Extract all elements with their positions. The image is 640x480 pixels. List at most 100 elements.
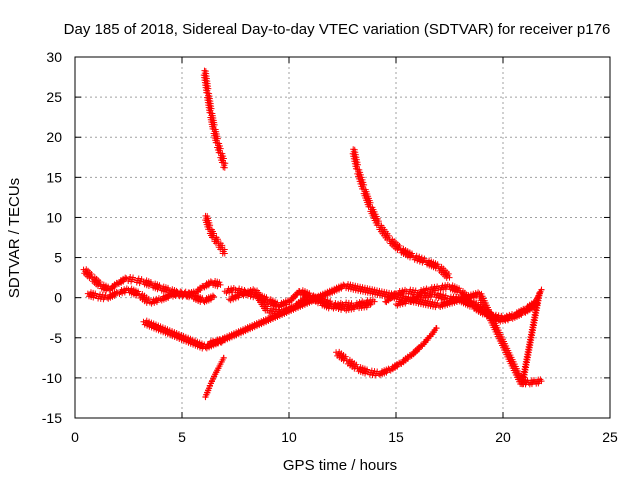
y-tick-label: 15 xyxy=(46,169,62,185)
data-point-band-late xyxy=(456,285,463,292)
data-point-band-early-lower xyxy=(183,293,190,300)
data-point-arc-low-6h xyxy=(216,362,223,369)
data-point-arc-low-13h xyxy=(383,369,390,376)
data-point-band-early xyxy=(103,287,110,294)
data-point-arc-low-13h xyxy=(364,366,371,373)
data-point-band-late-lower xyxy=(494,314,501,321)
plot-frame xyxy=(74,56,611,419)
data-point-band-mid-lower xyxy=(248,290,255,297)
data-point-arc-high-13h xyxy=(446,274,453,281)
data-point-band-early xyxy=(214,283,221,290)
data-point-band-mid xyxy=(293,291,300,298)
data-point-band-mid-lower xyxy=(245,291,252,298)
data-point-band-late-lower xyxy=(504,317,511,324)
data-point-arc-low-13h xyxy=(353,361,360,368)
data-point-band-early xyxy=(125,277,132,284)
data-point-band-mid-lower xyxy=(235,294,242,301)
data-point-band-early xyxy=(156,282,163,289)
data-point-band-late-lower xyxy=(402,300,409,307)
y-axis-ticks: -15 -10 -5 0 5 10 15 20 25 30 xyxy=(42,49,610,426)
y-tick-label: -15 xyxy=(42,410,62,426)
data-point-band-late-lower xyxy=(394,302,401,309)
y-tick-label: 10 xyxy=(46,209,62,225)
x-tick-label: 15 xyxy=(388,429,404,445)
data-point-arc-high-13h xyxy=(416,258,423,265)
data-point-arc-low-6h xyxy=(204,387,211,394)
data-point-arc-high-13h xyxy=(408,250,415,257)
data-point-band-early xyxy=(105,283,112,290)
data-point-band-late-lower xyxy=(466,303,473,310)
data-point-band-late xyxy=(454,289,461,296)
data-point-band-mid-lower xyxy=(338,306,345,313)
data-point-band-early-lower xyxy=(209,292,216,299)
data-point-band-mid-lower xyxy=(232,295,239,302)
data-point-band-early xyxy=(120,278,127,285)
data-point-band-early-lower xyxy=(116,291,123,298)
y-tick-label: -5 xyxy=(50,330,63,346)
data-point-band-early-lower xyxy=(165,295,172,302)
data-point-arc-low-6h xyxy=(209,377,216,384)
data-point-band-early-lower xyxy=(153,299,160,306)
data-point-arc-mid-6h xyxy=(221,250,228,257)
y-tick-label: 5 xyxy=(54,250,62,266)
data-point-arc-high-13h xyxy=(445,270,452,277)
data-point-cluster-21h xyxy=(528,381,535,388)
data-point-band-early xyxy=(216,279,223,286)
data-point-band-early xyxy=(122,274,129,281)
data-point-band-early-lower xyxy=(186,294,193,301)
data-point-band-early xyxy=(88,271,95,278)
y-tick-label: 25 xyxy=(46,89,62,105)
data-point-arc-high-13h xyxy=(414,257,421,264)
chart-title: Day 185 of 2018, Sidereal Day-to-day VTE… xyxy=(64,21,611,38)
data-point-band-early-lower xyxy=(169,293,176,300)
data-point-band-mid-lower xyxy=(325,302,332,309)
data-point-arc-low-13h xyxy=(433,325,440,332)
data-point-band-early-lower xyxy=(148,300,155,307)
data-point-arc-low-13h xyxy=(424,337,431,344)
data-point-band-early xyxy=(136,280,143,287)
y-tick-label: 0 xyxy=(54,290,62,306)
data-point-band-mid-lower xyxy=(330,304,337,311)
data-point-band-early-lower xyxy=(151,299,158,306)
data-point-band-early xyxy=(111,283,118,290)
y-tick-label: 20 xyxy=(46,129,62,145)
data-point-band-mid-lower xyxy=(240,292,247,299)
data-point-band-mid-lower xyxy=(320,300,327,307)
x-tick-label: 25 xyxy=(602,429,618,445)
data-point-arc-low-6h xyxy=(218,358,225,365)
data-point-arc-high-13h xyxy=(386,232,393,239)
data-point-band-mid-lower xyxy=(230,296,237,303)
data-point-band-late-lower xyxy=(433,294,440,301)
data-point-band-mid-lower xyxy=(363,304,370,311)
data-point-band-early-lower xyxy=(172,293,179,300)
data-point-band-early xyxy=(133,279,140,286)
data-point-band-early xyxy=(128,278,135,285)
data-point-band-early-lower xyxy=(133,292,140,299)
data-point-band-early-lower xyxy=(111,292,118,299)
data-point-band-mid xyxy=(282,301,289,308)
data-point-band-late xyxy=(442,285,449,292)
data-point-arc-low-13h xyxy=(404,356,411,363)
data-point-arc-low-6h xyxy=(220,354,227,361)
data-point-arc-high-13h xyxy=(432,265,439,272)
data-point-band-early-lower xyxy=(135,288,142,295)
data-point-arc-low-13h xyxy=(362,370,369,377)
x-axis-label: GPS time / hours xyxy=(283,457,397,474)
y-tick-label: -10 xyxy=(42,370,62,386)
data-point-band-early xyxy=(147,279,154,286)
data-point-arc-low-13h xyxy=(431,329,438,336)
data-point-band-late-lower xyxy=(435,295,442,302)
data-point-band-late-lower xyxy=(468,299,475,306)
data-point-band-early xyxy=(165,284,172,291)
data-point-band-early xyxy=(197,287,204,294)
data-point-band-early-lower xyxy=(211,293,218,300)
data-point-band-early xyxy=(145,283,152,290)
data-point-band-late-lower xyxy=(479,311,486,318)
data-point-band-late-lower xyxy=(399,301,406,308)
data-point-band-mid-lower xyxy=(332,305,339,312)
data-point-band-mid-lower xyxy=(350,305,357,312)
data-point-scattered xyxy=(475,289,482,296)
data-point-band-late-lower xyxy=(438,295,445,302)
grid-lines xyxy=(75,57,610,418)
